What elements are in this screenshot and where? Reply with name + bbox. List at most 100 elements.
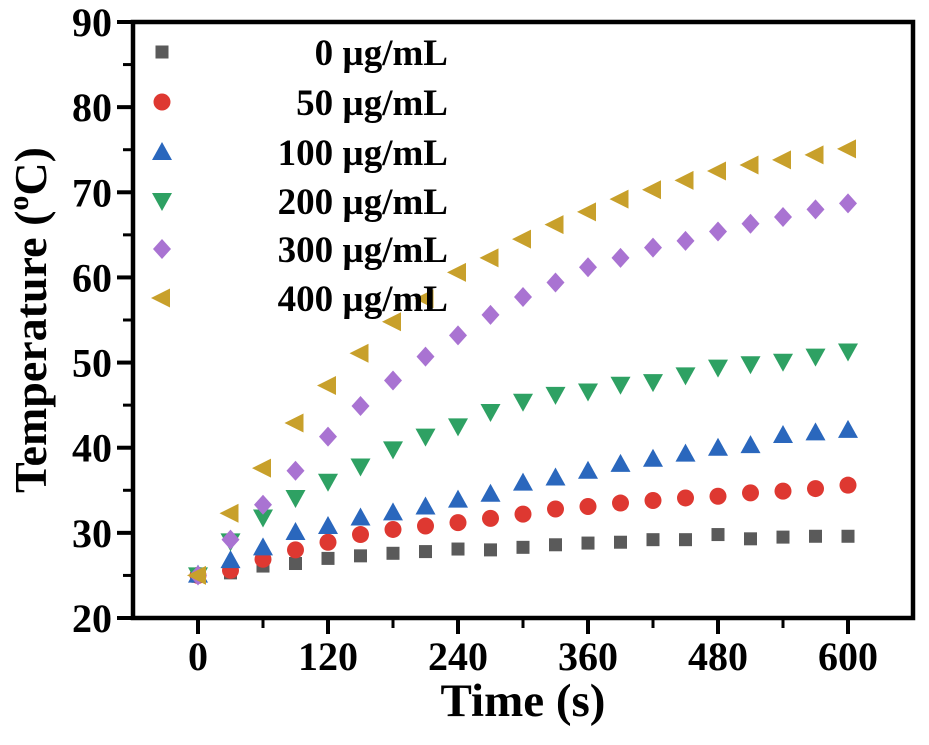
square-marker [484,543,497,557]
triangle-up-marker [545,467,566,486]
triangle-up-marker [253,537,273,556]
square-marker [646,533,660,547]
triangle-down-marker [318,473,338,492]
triangle-up-marker [285,522,306,541]
triangle-left-marker [674,170,694,190]
circle-marker [384,520,402,538]
circle-marker [287,541,304,559]
circle-marker [742,484,759,502]
triangle-down-marker [773,353,793,372]
legend-item: 50 µg/mL [153,83,448,124]
diamond-marker [254,494,272,515]
triangle-left-marker [219,503,239,523]
triangle-down-marker [578,383,598,402]
x-tick-label: 600 [818,634,878,679]
triangle-up-marker [643,448,663,467]
square-marker [841,529,855,543]
y-tick-label: 70 [72,170,112,215]
circle-marker [417,517,434,535]
triangle-down-marker [285,489,306,508]
triangle-down-marker [152,193,172,211]
diamond-marker [546,272,565,293]
triangle-left-marker [772,150,791,170]
legend-label: 0 µg/mL [315,33,448,74]
diamond-marker [611,247,630,268]
square-marker [711,528,725,542]
diamond-marker [741,213,760,234]
legend-item: 400 µg/mL [151,279,448,320]
triangle-up-marker [220,550,241,569]
diamond-marker [481,304,500,325]
circle-marker [352,526,369,544]
series-400-g-mL [187,139,856,585]
triangle-left-marker [609,189,629,209]
triangle-up-marker [480,483,501,502]
circle-marker [482,509,499,527]
square-marker [516,540,530,554]
axes: 0 120 240 360 480 600 20 30 40 50 60 70 80 90 Time (s)… [2,0,916,727]
diamond-marker [449,325,467,346]
triangle-up-marker [318,516,338,535]
triangle-down-marker [350,458,371,477]
circle-marker [677,489,694,507]
circle-marker [774,482,792,500]
triangle-left-marker [479,248,499,268]
diamond-marker [806,199,825,220]
triangle-left-marker [642,180,661,200]
y-tick-label: 50 [72,341,112,386]
triangle-down-marker [383,441,403,460]
triangle-down-marker [545,386,566,405]
legend-label: 300 µg/mL [278,230,448,271]
triangle-down-marker [480,403,501,422]
triangle-left-marker [252,458,271,478]
square-marker [614,535,627,549]
x-tick-label: 360 [558,634,618,679]
square-marker [744,532,757,546]
y-tick-label: 40 [72,426,112,471]
square-marker [776,530,790,544]
square-marker [289,557,302,571]
y-axis-title: Temperature (oC) [2,147,56,493]
triangle-up-marker [610,453,631,472]
circle-marker [644,492,662,510]
square-marker [581,536,595,550]
circle-marker [514,505,532,523]
triangle-up-marker [152,142,172,160]
diamond-marker [286,460,305,481]
triangle-left-marker [187,565,206,585]
triangle-left-marker [544,215,564,235]
circle-marker [612,494,629,512]
x-tick-label: 120 [298,634,358,679]
legend-label: 50 µg/mL [296,83,448,124]
square-marker [451,542,465,556]
circle-marker [547,500,564,518]
triangle-left-marker [317,376,336,396]
legend: 0 µg/mL 50 µg/mL 100 µg/mL 200 µg/mL 300 µg/… [151,33,448,320]
square-marker [549,538,562,552]
triangle-left-marker [577,202,596,222]
square-marker [419,545,432,559]
diamond-marker [221,529,240,550]
square-marker [809,529,822,543]
diamond-marker [774,206,792,227]
triangle-up-marker [708,437,728,456]
triangle-up-marker [383,502,403,521]
triangle-down-marker [513,393,533,412]
legend-item: 0 µg/mL [155,33,448,74]
x-tick-label: 480 [688,634,748,679]
triangle-down-marker [643,374,663,393]
triangle-down-marker [415,428,436,447]
legend-label: 200 µg/mL [278,182,448,223]
triangle-left-marker [382,312,401,332]
square-marker [386,546,400,560]
triangle-down-marker [448,418,468,437]
diamond-marker [644,237,662,258]
triangle-left-marker [349,343,369,363]
triangle-down-marker [740,356,761,375]
y-tick-label: 90 [72,0,112,45]
triangle-up-marker [415,496,436,515]
x-axis-title: Time (s) [441,675,606,727]
series-300-g-mL [189,193,857,586]
